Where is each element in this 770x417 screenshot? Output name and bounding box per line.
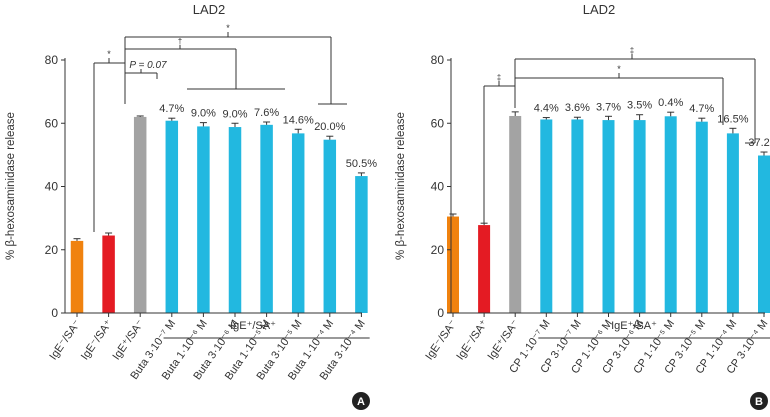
bar <box>478 225 491 313</box>
bar <box>540 119 553 313</box>
data-label: 16.5% <box>717 113 748 125</box>
y-tick-label: 60 <box>431 116 445 130</box>
bar <box>726 133 739 313</box>
bar <box>323 139 337 313</box>
data-label: 20.0% <box>314 121 345 133</box>
significance-marks: ‡ * ‡ <box>497 46 634 82</box>
bar <box>633 120 646 314</box>
category-labels: IgE⁻/SA⁻IgE⁻/SA⁺IgE⁺/SA⁻CP 1·10⁻⁷ MCP 3·… <box>423 318 770 377</box>
bar <box>571 119 584 313</box>
panel-letter: B <box>755 396 763 408</box>
panel-badge: B <box>750 392 768 410</box>
y-tick-label: 60 <box>45 116 59 130</box>
y-tick-label: 80 <box>45 53 59 67</box>
chart-panel-b: LAD2 % β-hexosaminidase release IgE⁺/SA⁺… <box>395 2 770 410</box>
data-label: 4.4% <box>534 103 559 115</box>
y-tick-labels: 0 20 40 60 80 <box>431 53 445 320</box>
chart-panel-a: LAD2 % β-hexosaminidase release IgE⁺/SA⁺… <box>5 2 377 410</box>
y-tick-label: 20 <box>45 243 59 257</box>
y-tick-label: 40 <box>431 180 445 194</box>
significance-marks: * P = 0.07 † * <box>107 23 230 71</box>
axes <box>61 58 370 339</box>
bar <box>260 124 273 313</box>
significance-brackets <box>483 54 756 223</box>
chart-title: LAD2 <box>583 2 616 17</box>
data-label: 3.5% <box>627 100 652 112</box>
data-label: 4.7% <box>159 103 184 115</box>
data-label: 3.7% <box>596 101 621 113</box>
bar <box>355 176 368 313</box>
y-tick-label: 40 <box>45 180 59 194</box>
data-label: 50.5% <box>346 158 377 170</box>
bar <box>70 240 84 313</box>
bar <box>291 133 305 313</box>
data-label: 7.6% <box>254 107 279 119</box>
significance-mark: ‡ <box>630 46 634 55</box>
chart-title: LAD2 <box>193 2 226 17</box>
bar <box>165 120 179 313</box>
significance-mark: * <box>617 64 621 74</box>
y-axis-label: % β-hexosaminidase release <box>5 112 17 260</box>
category-labels: IgE⁻/SA⁻IgE⁻/SA⁺IgE⁺/SA⁻Buta 3·10⁻⁷ MBut… <box>47 318 368 383</box>
bar <box>602 120 615 314</box>
group-label: IgE⁺/SA⁺ <box>230 320 276 332</box>
data-label: 3.6% <box>565 102 590 114</box>
bar <box>664 116 677 313</box>
data-label: 4.7% <box>689 103 714 115</box>
bar <box>509 115 522 313</box>
significance-mark: * <box>107 49 111 59</box>
significance-mark: † <box>178 37 182 46</box>
y-tick-labels: 0 20 40 60 80 <box>45 53 59 320</box>
bar <box>102 235 115 313</box>
bar <box>228 127 242 313</box>
panel-badge: A <box>352 392 370 410</box>
significance-mark: ‡ <box>497 73 501 82</box>
inhibition-labels: 4.7% 9.0% 9.0% 7.6% 14.6%20.0% 50.5% <box>159 103 377 170</box>
data-label: 9.0% <box>191 108 216 120</box>
panel-badge-circle <box>352 392 370 410</box>
bar <box>133 116 147 313</box>
data-label: 0.4% <box>658 97 683 109</box>
y-tick-label: 0 <box>437 306 444 320</box>
bar <box>695 121 708 313</box>
bar <box>447 216 459 313</box>
y-tick-label: 0 <box>51 306 58 320</box>
bar <box>758 155 770 313</box>
group-label: IgE⁺/SA⁺ <box>611 320 657 332</box>
significance-brackets <box>93 32 347 232</box>
significance-mark: P = 0.07 <box>129 60 167 71</box>
significance-mark: * <box>226 23 230 33</box>
bar <box>197 126 210 313</box>
y-tick-label: 20 <box>431 243 445 257</box>
data-label: 14.6% <box>283 114 314 126</box>
y-tick-label: 80 <box>431 53 445 67</box>
axes <box>447 58 770 339</box>
data-label: 37.2% <box>748 137 770 149</box>
bar-series <box>70 115 368 313</box>
inhibition-labels: 4.4% 3.6% 3.7% 3.5% 0.4% 4.7%16.5%37.2% <box>534 97 770 149</box>
bar-series <box>447 111 770 314</box>
panel-letter: A <box>357 396 365 408</box>
data-label: 9.0% <box>222 108 247 120</box>
panel-badge-circle <box>750 392 768 410</box>
y-axis-label: % β-hexosaminidase release <box>395 112 407 260</box>
